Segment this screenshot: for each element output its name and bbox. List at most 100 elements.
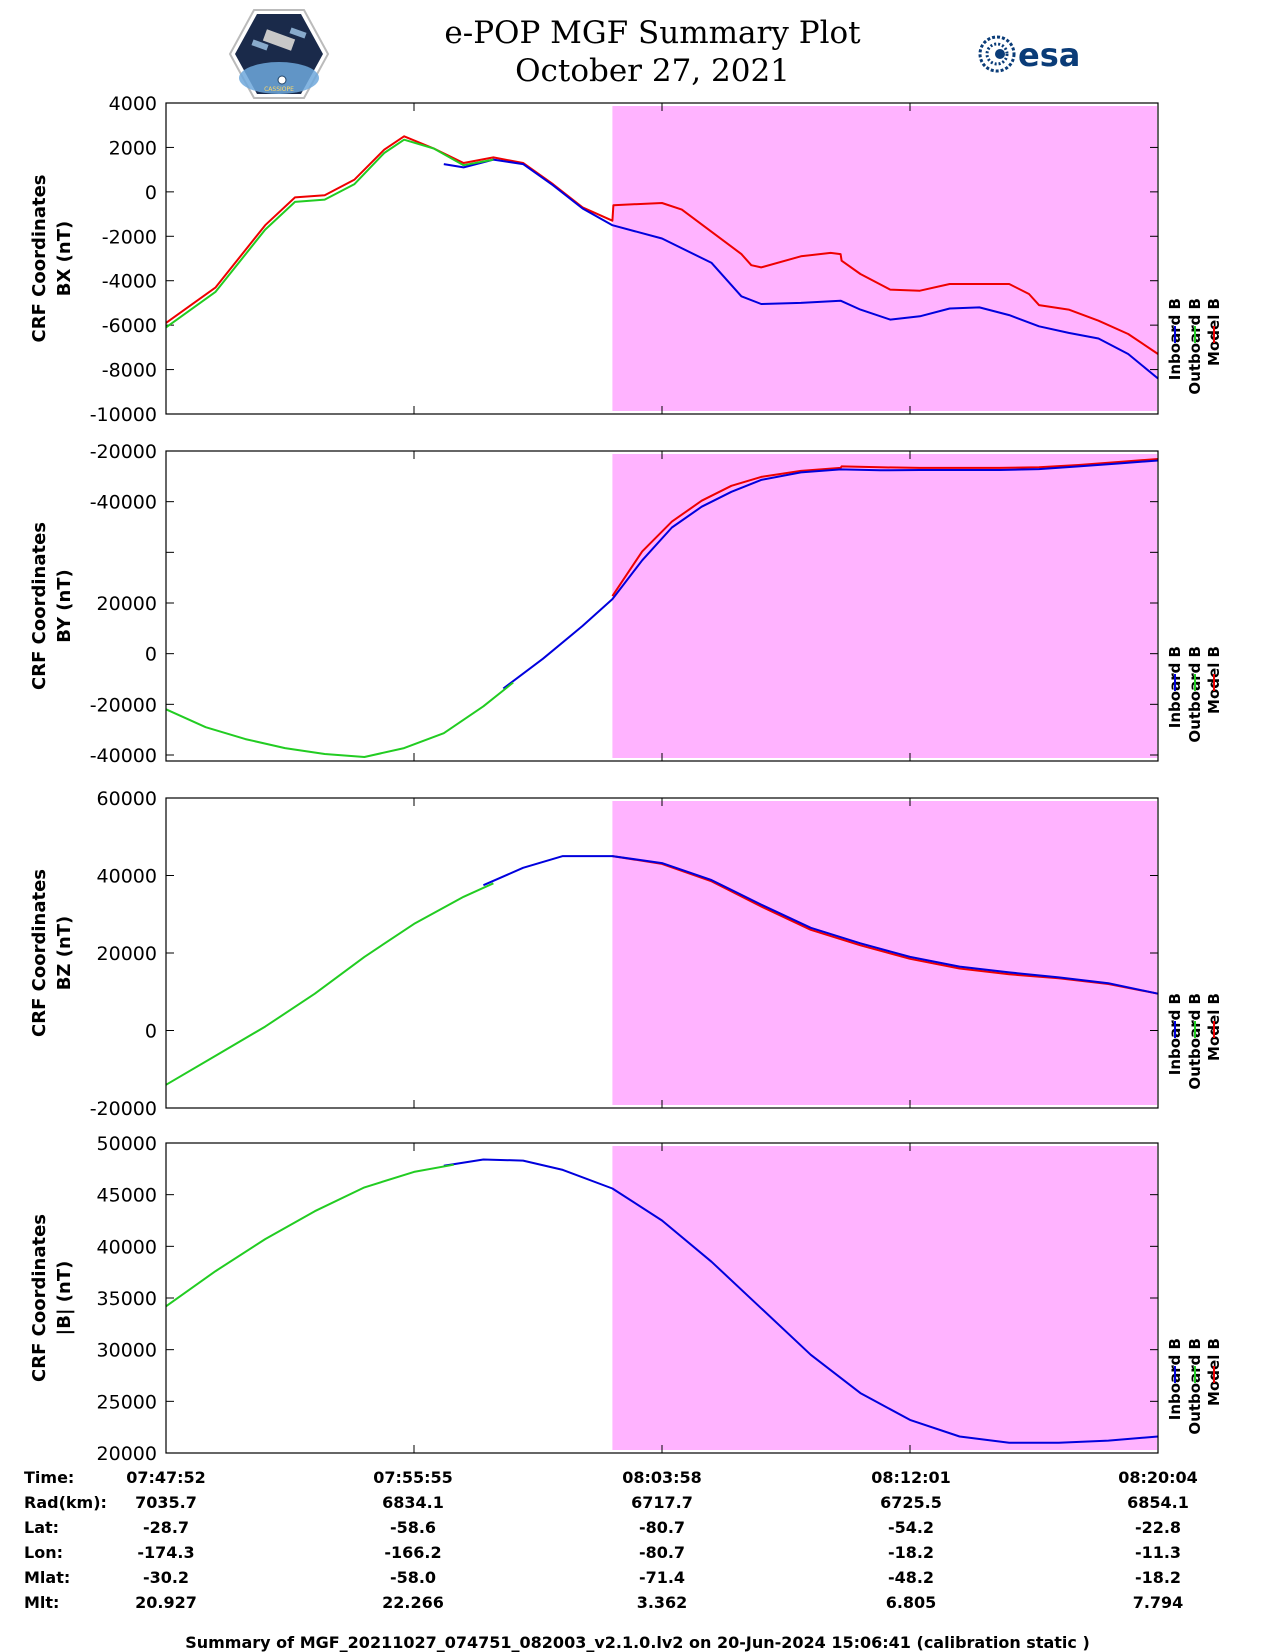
- info-cell: -48.2: [887, 1568, 935, 1587]
- series-line-inboard-b: [443, 158, 1159, 380]
- info-cell: 7.794: [1132, 1593, 1184, 1612]
- info-cell: -80.7: [638, 1518, 686, 1537]
- info-cell: 6725.5: [880, 1493, 942, 1512]
- info-cell: 3.362: [636, 1593, 688, 1612]
- y-tick-label: 4000: [109, 93, 157, 115]
- series-line-inboard-b: [443, 1158, 1159, 1444]
- y-axis-label: BY (nT): [54, 569, 75, 643]
- legend-label: Outboard B: [1186, 646, 1204, 743]
- info-cell: -54.2: [887, 1518, 935, 1537]
- y-tick-label: -20000: [90, 694, 157, 716]
- info-cell: -11.3: [1134, 1543, 1182, 1562]
- info-cell: -30.2: [142, 1568, 190, 1587]
- y-tick-label: 20000: [97, 593, 157, 615]
- y-tick-label: 45000: [97, 1185, 157, 1207]
- info-cell: 20.927: [135, 1593, 197, 1612]
- series-line-model-b: [165, 135, 1159, 355]
- y-tick-label: 0: [145, 182, 157, 204]
- series-line-inboard-b: [482, 855, 1159, 995]
- info-row-label: Rad(km):: [24, 1493, 107, 1512]
- orbit-info-table: Time: Rad(km): Lat: Lon: Mlat: Mlt: 07:47:52 70…: [0, 1462, 1275, 1622]
- shaded-region: [612, 454, 1157, 758]
- info-cell: 07:47:52: [126, 1468, 206, 1487]
- info-row-label: Time:: [24, 1468, 75, 1487]
- info-row-label: Lat:: [24, 1518, 60, 1537]
- legend-label: Outboard B: [1186, 1338, 1204, 1435]
- y-axis-label: CRF Coordinates: [29, 1214, 50, 1382]
- y-axis-label: BZ (nT): [54, 916, 75, 991]
- plot-frame: [165, 797, 1159, 1109]
- series-line-outboard-b: [165, 882, 494, 1086]
- series-line-outboard-b: [165, 1163, 454, 1308]
- y-tick-label: 60000: [97, 788, 157, 810]
- info-cell: -58.0: [389, 1568, 437, 1587]
- info-cell: 08:03:58: [622, 1468, 702, 1487]
- plot-frame: [165, 450, 1159, 762]
- plot-frame: [165, 1142, 1159, 1454]
- cassiope-logo: CASSIOPE: [228, 9, 330, 99]
- y-tick-label: 20000: [97, 1443, 157, 1462]
- y-tick-label: 2000: [109, 137, 157, 159]
- info-cell: -80.7: [638, 1543, 686, 1562]
- info-cell: 22.266: [382, 1593, 444, 1612]
- info-cell: -166.2: [384, 1543, 442, 1562]
- y-axis-label: CRF Coordinates: [29, 175, 50, 343]
- esa-logo: esa: [978, 35, 1080, 74]
- info-cell: 08:12:01: [871, 1468, 951, 1487]
- y-tick-label: -20000: [90, 1098, 157, 1120]
- info-cell: 07:55:55: [373, 1468, 453, 1487]
- shaded-region: [612, 1146, 1157, 1450]
- y-axis-label: CRF Coordinates: [29, 522, 50, 690]
- y-tick-label: -10000: [90, 404, 157, 426]
- y-tick-label: 50000: [97, 1133, 157, 1155]
- y-tick-label: 20000: [97, 943, 157, 965]
- info-cell: -18.2: [1134, 1568, 1182, 1587]
- y-tick-label: 0: [145, 644, 157, 666]
- y-tick-label: -20000: [90, 441, 157, 463]
- summary-footer: Summary of MGF_20211027_074751_082003_v2…: [185, 1633, 1090, 1652]
- series-line-outboard-b: [165, 681, 514, 758]
- info-row-label: Lon:: [24, 1543, 63, 1562]
- info-cell: -174.3: [137, 1543, 195, 1562]
- series-line-inboard-b: [502, 459, 1159, 690]
- title-line-2: October 27, 2021: [515, 53, 790, 89]
- plot-frame: [165, 102, 1159, 415]
- y-tick-label: -40000: [90, 492, 157, 514]
- info-row-label: Mlt:: [24, 1593, 60, 1612]
- info-cell: -58.6: [389, 1518, 437, 1537]
- info-cell: -18.2: [887, 1543, 935, 1562]
- info-cell: -71.4: [638, 1568, 686, 1587]
- legend-label: Outboard B: [1186, 993, 1204, 1090]
- y-tick-label: -2000: [102, 226, 157, 248]
- shaded-region: [612, 106, 1157, 411]
- series-line-model-b: [611, 458, 1159, 597]
- info-cell: 6834.1: [382, 1493, 444, 1512]
- shaded-region: [612, 801, 1157, 1105]
- info-cell: -28.7: [142, 1518, 190, 1537]
- cassiope-logo-text: CASSIOPE: [264, 86, 294, 93]
- plot-title: e-POP MGF Summary Plot October 27, 2021: [0, 14, 1275, 90]
- info-row-label: Mlat:: [24, 1568, 71, 1587]
- info-cell: 7035.7: [135, 1493, 197, 1512]
- series-line-outboard-b: [165, 138, 494, 329]
- y-tick-label: 0: [145, 1021, 157, 1043]
- y-tick-label: -8000: [102, 360, 157, 382]
- y-tick-label: 35000: [97, 1288, 157, 1310]
- y-axis-label: CRF Coordinates: [29, 869, 50, 1037]
- y-tick-label: 40000: [97, 866, 157, 888]
- info-cell: -22.8: [1134, 1518, 1182, 1537]
- info-cell: 6.805: [885, 1593, 937, 1612]
- y-tick-label: -4000: [102, 271, 157, 293]
- y-tick-label: 30000: [97, 1340, 157, 1362]
- info-cell: 6717.7: [631, 1493, 693, 1512]
- y-tick-label: -6000: [102, 315, 157, 337]
- y-tick-label: 40000: [97, 1236, 157, 1258]
- esa-logo-text: esa: [1018, 36, 1080, 74]
- y-axis-label: BX (nT): [54, 221, 75, 296]
- info-cell: 6854.1: [1127, 1493, 1189, 1512]
- y-tick-label: 25000: [97, 1391, 157, 1413]
- y-tick-label: -40000: [90, 745, 157, 767]
- title-line-1: e-POP MGF Summary Plot: [444, 15, 861, 51]
- legend-label: Outboard B: [1186, 298, 1204, 395]
